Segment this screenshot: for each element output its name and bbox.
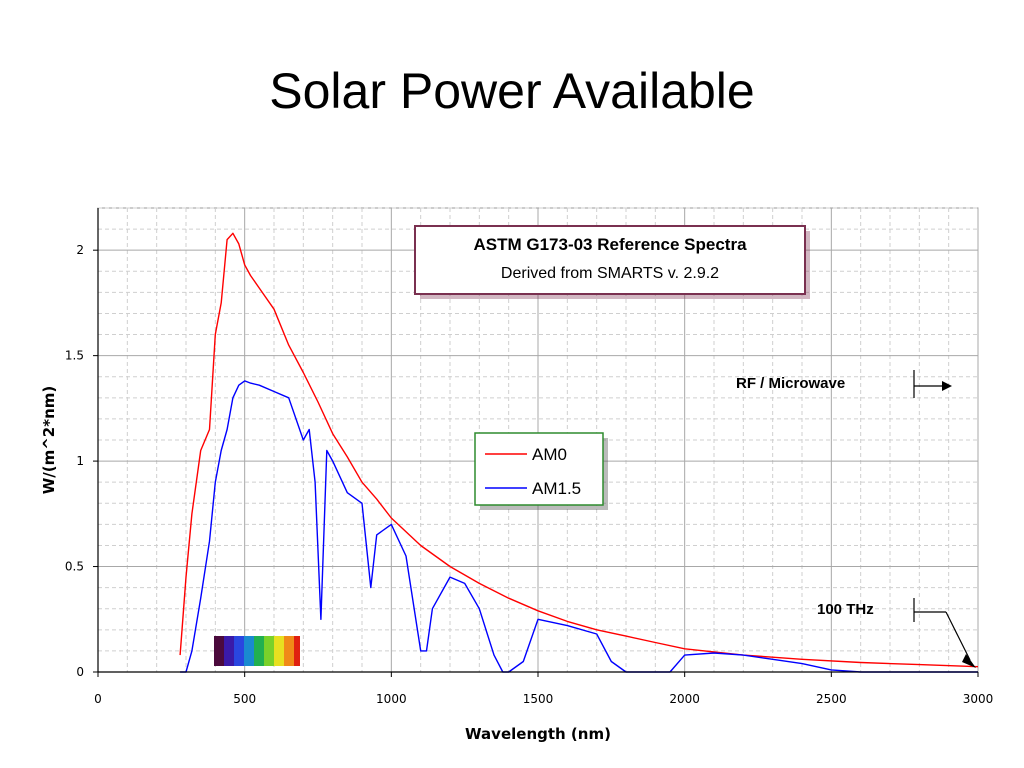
- y-tick-label: 0.5: [65, 560, 84, 574]
- rf-annotation: RF / Microwave: [736, 370, 952, 398]
- series-layer: [179, 232, 979, 673]
- reference-box-title: ASTM G173-03 Reference Spectra: [473, 235, 747, 254]
- y-tick-label: 0: [76, 665, 84, 679]
- reference-box-subtitle: Derived from SMARTS v. 2.9.2: [501, 265, 719, 282]
- y-axis-label: W/(m^2*nm): [40, 386, 58, 495]
- y-tick-labels: 0 0.5 1 1.5 2: [65, 243, 98, 679]
- y-tick-label: 1: [76, 454, 84, 468]
- x-tick-label: 3000: [963, 692, 994, 706]
- solar-spectrum-chart: 0 500 1000 1500 2000 2500 3000 0 0.5 1 1.5 2 Wavel…: [36, 202, 998, 748]
- y-tick-label: 1.5: [65, 349, 84, 363]
- x-tick-label: 1500: [523, 692, 554, 706]
- reference-title-box: ASTM G173-03 Reference Spectra Derived f…: [414, 225, 810, 299]
- visible-spectrum-bar: [214, 636, 300, 666]
- thz-annotation: 100 THz: [817, 598, 976, 668]
- legend-label-am0: AM0: [532, 445, 567, 464]
- legend: AM0 AM1.5: [474, 432, 608, 510]
- series-line-am15: [180, 380, 978, 673]
- x-axis-label: Wavelength (nm): [465, 725, 611, 743]
- x-tick-labels: 0 500 1000 1500 2000 2500 3000: [94, 672, 993, 706]
- x-tick-label: 2000: [669, 692, 700, 706]
- series-line-am0: [179, 232, 979, 668]
- legend-label-am15: AM1.5: [532, 479, 581, 498]
- x-tick-label: 2500: [816, 692, 847, 706]
- x-tick-label: 0: [94, 692, 102, 706]
- 100-thz-label: 100 THz: [817, 601, 874, 618]
- slide-title: Solar Power Available: [269, 63, 755, 119]
- x-tick-label: 1000: [376, 692, 407, 706]
- y-tick-label: 2: [76, 243, 84, 257]
- x-tick-label: 500: [233, 692, 256, 706]
- rf-microwave-label: RF / Microwave: [736, 375, 845, 392]
